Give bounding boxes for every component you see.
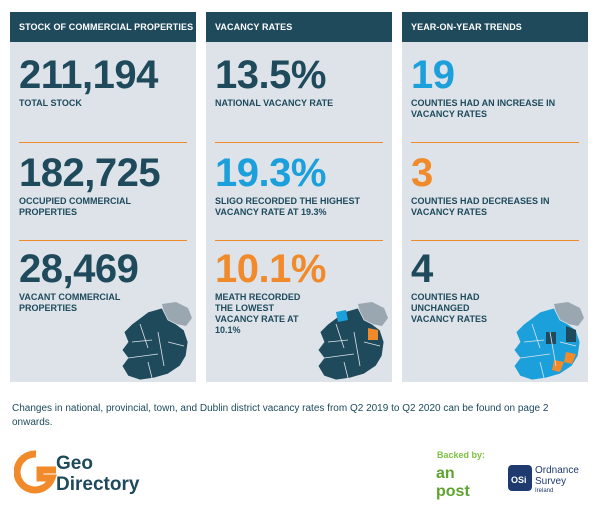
ireland-map-icon — [317, 302, 388, 381]
highest-rate-value: 19.3% — [215, 151, 326, 195]
trends-panel: YEAR-ON-YEAR TRENDS 19 COUNTIES HAD AN I… — [402, 12, 588, 382]
ordnance-survey-logo: OSi Ordnance Survey Ireland — [508, 465, 579, 494]
osi-line2: Survey — [535, 476, 566, 487]
increase-stat: 19 COUNTIES HAD AN INCREASE IN VACANCY R… — [411, 54, 583, 120]
anpost-logo: an post — [436, 465, 470, 500]
decrease-label: COUNTIES HAD DECREASES IN VACANCY RATES — [411, 196, 550, 217]
vacant-value: 28,469 — [19, 247, 139, 291]
lowest-rate-value: 10.1% — [215, 247, 326, 291]
lowest-rate-label: MEATH RECORDED THE LOWEST VACANCY RATE A… — [215, 292, 301, 335]
vacancy-panel: VACANCY RATES 13.5% NATIONAL VACANCY RAT… — [206, 12, 392, 382]
ireland-map-icon — [513, 302, 584, 381]
national-rate-stat: 13.5% NATIONAL VACANCY RATE — [215, 54, 387, 109]
highest-rate-stat: 19.3% SLIGO RECORDED THE HIGHEST VACANCY… — [215, 152, 387, 218]
total-stock-value: 211,194 — [19, 53, 158, 97]
unchanged-label: COUNTIES HAD UNCHANGED VACANCY RATES — [411, 292, 488, 324]
trends-panel-title: YEAR-ON-YEAR TRENDS — [402, 12, 588, 42]
divider — [19, 240, 187, 241]
unchanged-stat: 4 COUNTIES HAD UNCHANGED VACANCY RATES — [411, 248, 583, 325]
unchanged-value: 4 — [411, 247, 433, 291]
stock-panel-title: STOCK OF COMMERCIAL PROPERTIES — [10, 12, 196, 42]
divider — [215, 142, 383, 143]
logo-line2: Directory — [56, 474, 140, 495]
lowest-rate-stat: 10.1% MEATH RECORDED THE LOWEST VACANCY … — [215, 248, 387, 336]
total-stock-stat: 211,194 TOTAL STOCK — [19, 54, 191, 109]
vacant-label: VACANT COMMERCIAL PROPERTIES — [19, 292, 121, 313]
osi-line1: Ordnance — [535, 465, 579, 476]
ireland-map-icon — [121, 302, 192, 381]
decrease-value: 3 — [411, 151, 433, 195]
geodirectory-logo: Geo Directory — [14, 450, 140, 495]
national-rate-value: 13.5% — [215, 53, 326, 97]
backed-by-label: Backed by: — [437, 450, 486, 460]
total-stock-label: TOTAL STOCK — [19, 98, 82, 108]
increase-value: 19 — [411, 53, 455, 97]
occupied-label: OCCUPIED COMMERCIAL PROPERTIES — [19, 196, 131, 217]
divider — [215, 240, 383, 241]
occupied-value: 182,725 — [19, 151, 161, 195]
national-rate-label: NATIONAL VACANCY RATE — [215, 98, 334, 108]
vacancy-panel-title: VACANCY RATES — [206, 12, 392, 42]
divider — [411, 240, 579, 241]
stock-panel: STOCK OF COMMERCIAL PROPERTIES 211,194 T… — [10, 12, 196, 382]
osi-badge: OSi — [511, 475, 527, 485]
anpost-line2: post — [436, 483, 470, 500]
highest-rate-label: SLIGO RECORDED THE HIGHEST VACANCY RATE … — [215, 196, 361, 217]
footnote: Changes in national, provincial, town, a… — [12, 403, 549, 428]
osi-line3: Ireland — [535, 488, 553, 494]
anpost-line1: an — [436, 465, 455, 482]
increase-label: COUNTIES HAD AN INCREASE IN VACANCY RATE… — [411, 98, 556, 119]
vacant-stat: 28,469 VACANT COMMERCIAL PROPERTIES — [19, 248, 191, 314]
divider — [411, 142, 579, 143]
decrease-stat: 3 COUNTIES HAD DECREASES IN VACANCY RATE… — [411, 152, 583, 218]
logo-line1: Geo — [56, 453, 93, 474]
divider — [19, 142, 187, 143]
occupied-stat: 182,725 OCCUPIED COMMERCIAL PROPERTIES — [19, 152, 191, 218]
